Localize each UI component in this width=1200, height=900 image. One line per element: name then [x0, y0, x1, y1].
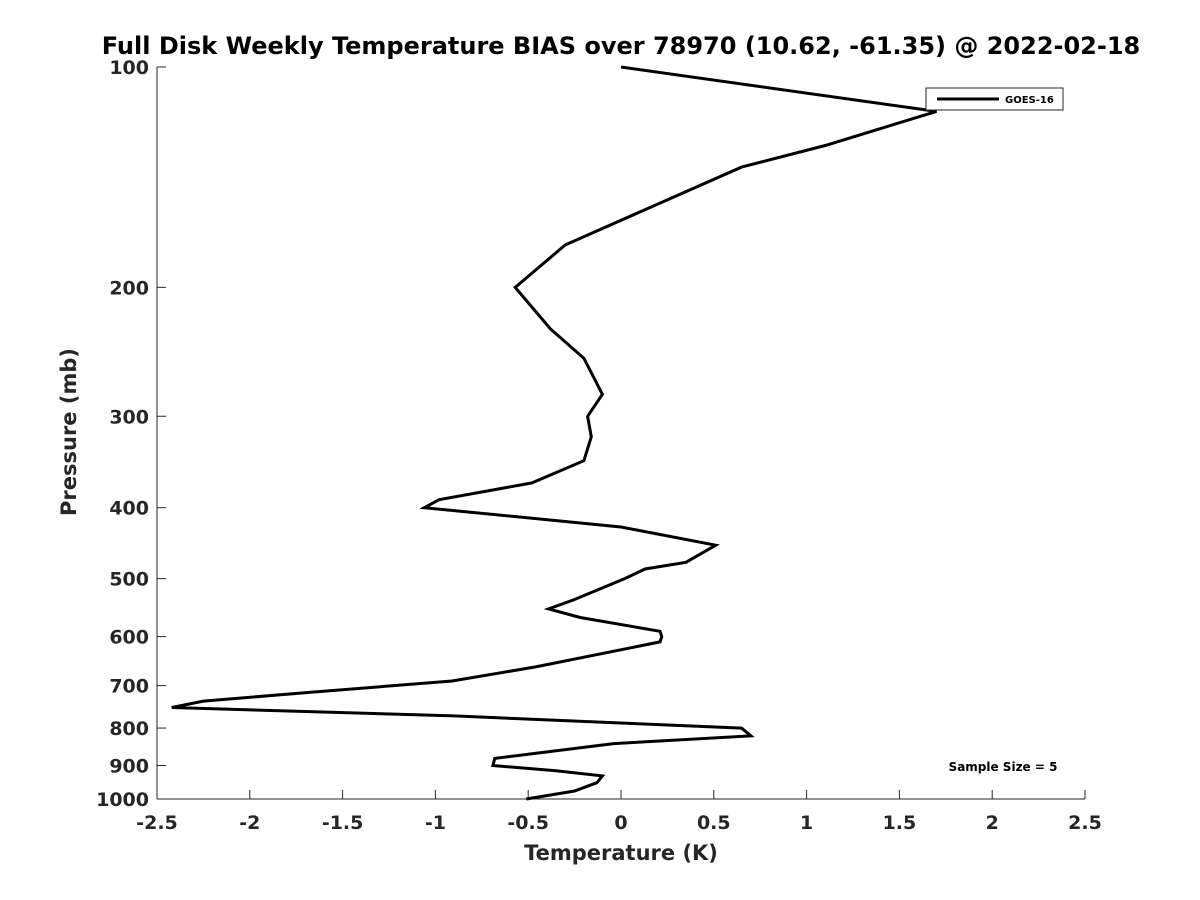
- y-tick-label: 900: [109, 756, 149, 778]
- ticks: -2.5 -2 -1.5 -1 -0.5 0 0.5 1 1.5 2 2.5 100 200 300 400…: [96, 57, 1102, 834]
- x-tick-label: -2: [239, 812, 260, 834]
- x-tick-label: 1: [800, 812, 813, 834]
- y-axis-label: Pressure (mb): [57, 348, 81, 516]
- x-tick-label: -0.5: [507, 812, 549, 834]
- y-tick-label: 800: [109, 718, 149, 740]
- legend-label-goes-16: GOES-16: [1005, 95, 1054, 106]
- y-tick-label: 300: [109, 406, 149, 428]
- x-tick-label: 1.5: [883, 812, 917, 834]
- x-tick-label: -2.5: [136, 812, 178, 834]
- x-axis-label: Temperature (K): [524, 841, 718, 865]
- series-line-goes-16: [171, 65, 937, 801]
- x-tick-label: 2: [986, 812, 999, 834]
- y-tick-label: 200: [109, 277, 149, 299]
- y-tick-label: 400: [109, 498, 149, 520]
- sample-size-annotation: Sample Size = 5: [949, 760, 1058, 774]
- x-tick-label: 2.5: [1068, 812, 1102, 834]
- y-tick-label: 600: [109, 627, 149, 649]
- y-tick-label: 1000: [96, 789, 149, 811]
- chart-title: Full Disk Weekly Temperature BIAS over 7…: [102, 32, 1141, 60]
- y-tick-label: 700: [109, 676, 149, 698]
- x-tick-label: -1: [425, 812, 446, 834]
- y-tick-label: 500: [109, 569, 149, 591]
- x-tick-label: 0.5: [697, 812, 731, 834]
- x-tick-label: 0: [614, 812, 627, 834]
- legend: GOES-16: [925, 87, 1064, 111]
- series-layer: [171, 65, 937, 801]
- x-tick-label: -1.5: [322, 812, 364, 834]
- y-tick-label: 100: [109, 57, 149, 79]
